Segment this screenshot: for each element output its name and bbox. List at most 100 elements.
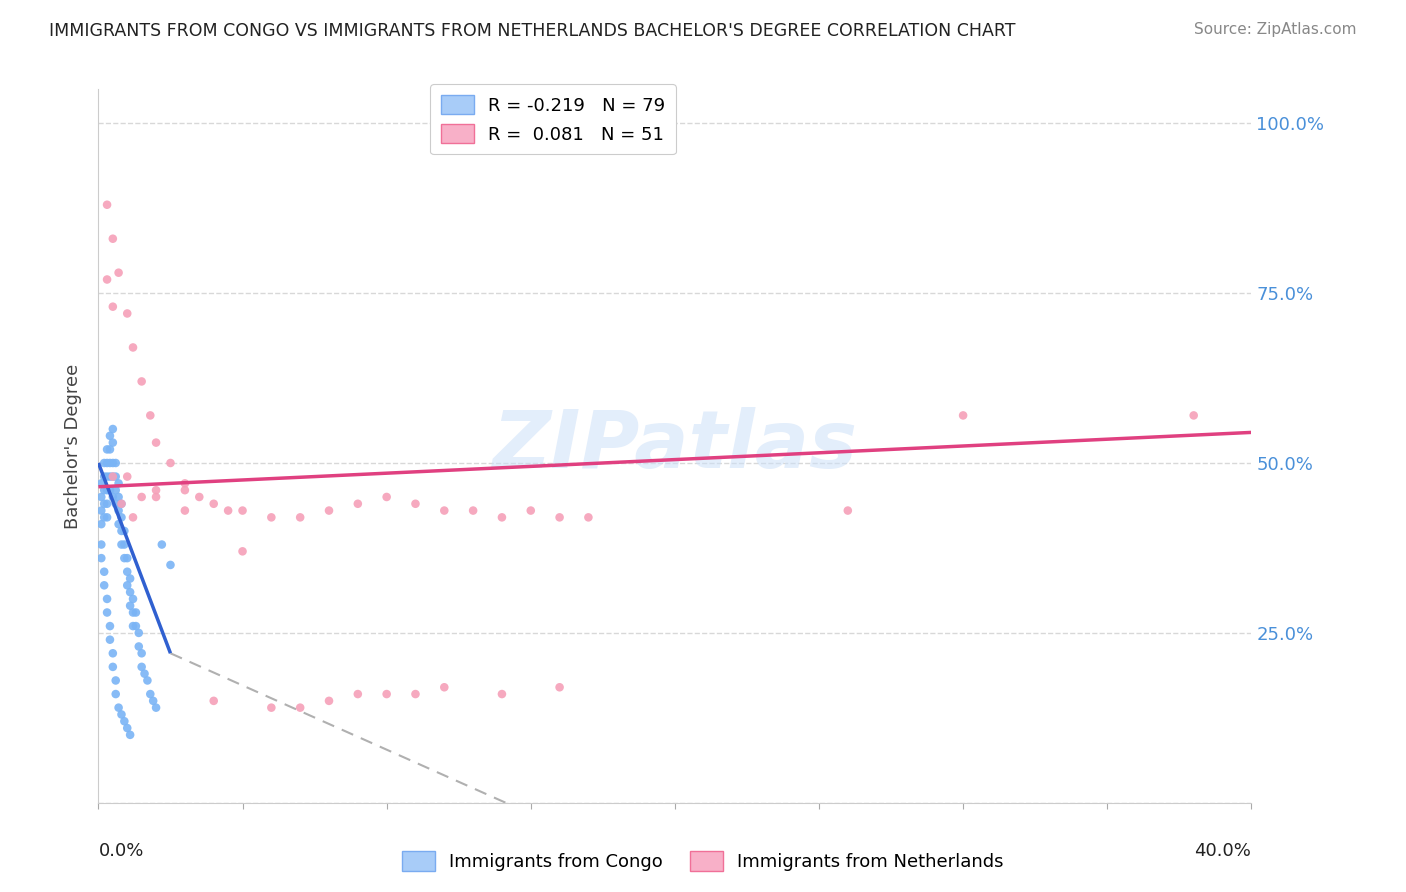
Point [112, 524, 135, 538]
Point [952, 409, 974, 423]
Point [290, 700, 312, 714]
Point [93, 565, 115, 579]
Point [120, 585, 142, 599]
Point [346, 497, 368, 511]
Point [93, 510, 115, 524]
Point [104, 687, 127, 701]
Point [112, 714, 135, 729]
Point [93, 578, 115, 592]
Point [159, 456, 181, 470]
Point [96, 442, 118, 457]
Point [107, 266, 129, 280]
Point [101, 469, 124, 483]
Text: 40.0%: 40.0% [1195, 842, 1251, 860]
Point [520, 503, 543, 517]
Point [101, 456, 124, 470]
Point [548, 680, 571, 694]
Point [90, 503, 112, 517]
Point [136, 673, 159, 688]
Text: IMMIGRANTS FROM CONGO VS IMMIGRANTS FROM NETHERLANDS BACHELOR'S DEGREE CORRELATI: IMMIGRANTS FROM CONGO VS IMMIGRANTS FROM… [49, 22, 1015, 40]
Point [120, 572, 142, 586]
Point [231, 544, 254, 558]
Point [98, 429, 121, 443]
Point [104, 673, 127, 688]
Point [120, 599, 142, 613]
Text: 0.0%: 0.0% [98, 842, 143, 860]
Point [117, 721, 139, 735]
Point [125, 606, 148, 620]
Point [112, 551, 135, 566]
Point [96, 510, 118, 524]
Point [93, 456, 115, 470]
Text: Source: ZipAtlas.com: Source: ZipAtlas.com [1194, 22, 1357, 37]
Point [491, 510, 513, 524]
Point [260, 700, 283, 714]
Point [93, 469, 115, 483]
Point [405, 687, 427, 701]
Point [110, 497, 132, 511]
Point [101, 422, 124, 436]
Point [145, 490, 167, 504]
Point [104, 497, 127, 511]
Point [318, 694, 340, 708]
Point [107, 517, 129, 532]
Point [174, 503, 197, 517]
Point [98, 483, 121, 498]
Point [122, 619, 145, 633]
Point [433, 680, 456, 694]
Point [98, 442, 121, 457]
Point [96, 497, 118, 511]
Point [125, 619, 148, 633]
Point [117, 469, 139, 483]
Point [174, 476, 197, 491]
Point [120, 728, 142, 742]
Point [128, 640, 150, 654]
Point [122, 341, 145, 355]
Point [107, 700, 129, 714]
Point [117, 565, 139, 579]
Text: ZIPatlas: ZIPatlas [492, 407, 858, 485]
Point [145, 700, 167, 714]
Point [101, 435, 124, 450]
Point [96, 483, 118, 498]
Point [260, 510, 283, 524]
Point [131, 646, 153, 660]
Point [142, 694, 165, 708]
Point [90, 517, 112, 532]
Legend: Immigrants from Congo, Immigrants from Netherlands: Immigrants from Congo, Immigrants from N… [395, 844, 1011, 879]
Point [150, 537, 173, 551]
Point [117, 578, 139, 592]
Point [101, 490, 124, 504]
Point [107, 476, 129, 491]
Point [145, 435, 167, 450]
Point [117, 306, 139, 320]
Point [107, 503, 129, 517]
Point [93, 497, 115, 511]
Point [139, 409, 162, 423]
Point [107, 490, 129, 504]
Point [101, 232, 124, 246]
Point [405, 497, 427, 511]
Point [96, 469, 118, 483]
Point [375, 687, 398, 701]
Point [90, 551, 112, 566]
Point [110, 510, 132, 524]
Point [96, 456, 118, 470]
Point [131, 375, 153, 389]
Point [131, 490, 153, 504]
Point [188, 490, 211, 504]
Point [139, 687, 162, 701]
Point [96, 198, 118, 212]
Point [93, 483, 115, 498]
Point [346, 687, 368, 701]
Point [375, 490, 398, 504]
Point [110, 497, 132, 511]
Point [461, 503, 484, 517]
Point [231, 503, 254, 517]
Point [101, 469, 124, 483]
Point [217, 503, 239, 517]
Point [548, 510, 571, 524]
Legend: R = -0.219   N = 79, R =  0.081   N = 51: R = -0.219 N = 79, R = 0.081 N = 51 [430, 84, 676, 154]
Point [101, 300, 124, 314]
Point [1182, 409, 1205, 423]
